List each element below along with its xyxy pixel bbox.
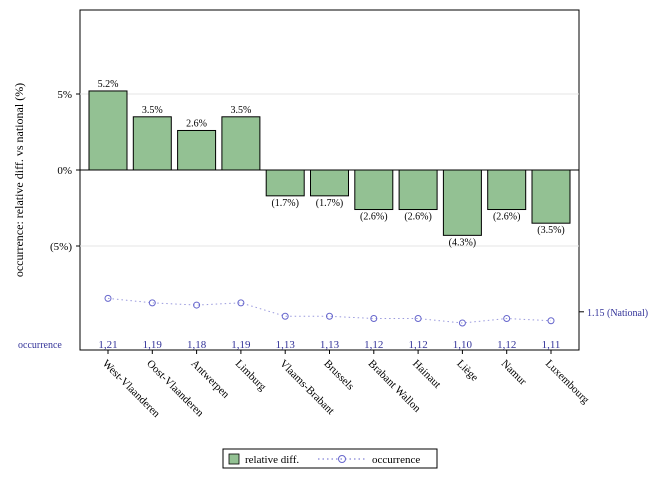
- occurrence-value: 1,18: [187, 339, 207, 351]
- y-ticks: 5% 0% (5%): [50, 89, 80, 253]
- bar-data-label: (4.3%): [449, 237, 477, 248]
- occurrence-value: 1,21: [98, 339, 117, 351]
- bar-data-label: (1.7%): [271, 198, 299, 209]
- occurrence-point: [326, 312, 333, 320]
- y-tick-label: (5%): [50, 241, 72, 253]
- occurrence-value: 1,19: [143, 339, 163, 351]
- bar: [531, 169, 571, 224]
- bar-data-label: (3.5%): [537, 225, 565, 236]
- x-category-label: Hainaut: [410, 358, 443, 391]
- x-category-label: Antwerpen: [188, 358, 231, 401]
- occurrence-point: [370, 315, 378, 323]
- bar: [132, 116, 172, 171]
- occurrence-value: 1,11: [542, 339, 561, 351]
- legend-marker-icon: [338, 455, 346, 463]
- x-category-label: Liège: [454, 358, 480, 384]
- legend-bar-swatch: [228, 453, 240, 465]
- x-category-label: Namur: [499, 358, 529, 388]
- occurrence-point: [414, 315, 422, 323]
- bar: [88, 90, 128, 171]
- bar: [442, 169, 482, 236]
- x-category-label: Luxembourg: [543, 358, 592, 407]
- occurrence-value: 1,13: [276, 339, 296, 351]
- occurrence-line: [104, 294, 584, 327]
- occurrence-row-label: occurrence: [18, 340, 62, 351]
- occurrence-point: [148, 299, 156, 307]
- occurrence-value: 1,13: [320, 339, 340, 351]
- x-category-label: Brussels: [321, 358, 356, 393]
- legend-frame: [222, 448, 438, 469]
- legend: relative diff. occurrence: [222, 448, 438, 469]
- y-tick-label: 0%: [57, 165, 72, 177]
- bar-data-label: (2.6%): [493, 212, 521, 223]
- bar-labels: 5.2% 3.5% 2.6% 3.5% (1.7%) (1.7%) (2.6%) (2.6%)…: [98, 79, 565, 248]
- occurrence-point: [104, 294, 112, 302]
- occurrence-values: 1,21 1,19 1,18 1,19 1,13 1,13 1,12 1,12 1,10 1,12…: [98, 339, 560, 351]
- bar-data-label: (1.7%): [316, 198, 344, 209]
- bar: [265, 169, 305, 197]
- bar-data-label: 3.5%: [230, 105, 251, 116]
- occurrence-value: 1,19: [231, 339, 251, 351]
- occurrence-point: [458, 319, 466, 327]
- bars: [88, 90, 571, 236]
- occurrence-point: [503, 315, 511, 323]
- occurrence-value: 1,10: [453, 339, 473, 351]
- bar-data-label: (2.6%): [360, 212, 388, 223]
- bar: [310, 169, 349, 197]
- bar-data-label: 5.2%: [98, 79, 119, 90]
- bar: [354, 169, 394, 211]
- bar-data-label: (2.6%): [404, 212, 432, 223]
- bar: [177, 129, 217, 171]
- occurrence-point: [237, 299, 245, 307]
- occurrence-value: 1,12: [497, 339, 516, 351]
- bar: [398, 169, 438, 211]
- legend-bar-label: relative diff.: [245, 454, 299, 466]
- occurrence-point: [193, 301, 201, 309]
- occurrence-value: 1,12: [364, 339, 383, 351]
- x-category-label: Limburg: [233, 358, 269, 394]
- y-axis-label: occurrence: relative diff. vs national (…: [12, 83, 26, 277]
- bar: [221, 116, 261, 171]
- y-tick-label: 5%: [57, 89, 72, 101]
- legend-line-label: occurrence: [372, 454, 420, 466]
- national-label: 1.15 (National): [587, 308, 648, 319]
- occurrence-value: 1,12: [408, 339, 427, 351]
- bar-data-label: 2.6%: [186, 118, 207, 129]
- bar: [487, 169, 527, 211]
- occurrence-point: [547, 317, 555, 325]
- bar-data-label: 3.5%: [142, 105, 163, 116]
- occurrence-point: [281, 312, 289, 320]
